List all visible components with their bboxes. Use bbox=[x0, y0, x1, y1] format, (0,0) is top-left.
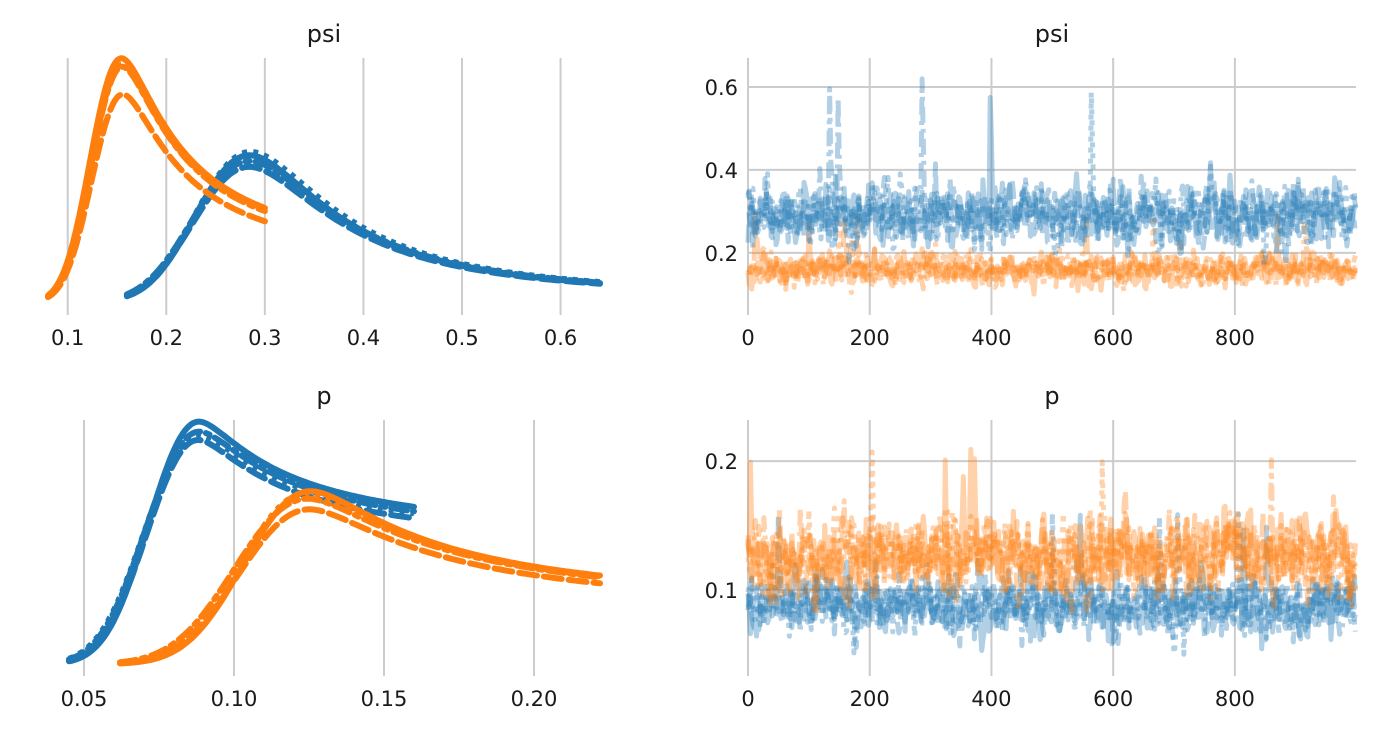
x-tick-label: 0.05 bbox=[61, 687, 108, 711]
x-tick-label: 0.2 bbox=[150, 326, 183, 350]
p-density-x-ticks: 0.05 0.10 0.15 0.20 bbox=[61, 687, 558, 711]
density-curve-p[0]-chain-2 bbox=[67, 432, 415, 662]
x-tick-label: 0.10 bbox=[211, 687, 258, 711]
trace-line-p[1]-chain-0 bbox=[745, 446, 1357, 614]
density-curve-p[0]-chain-1 bbox=[66, 437, 417, 664]
psi-trace-lines bbox=[745, 76, 1358, 297]
trace-line-p[0]-chain-1 bbox=[745, 512, 1358, 650]
psi-trace-title: psi bbox=[1035, 20, 1069, 48]
x-tick-label: 200 bbox=[850, 326, 890, 350]
trace-line-psi[1]-chain-1 bbox=[745, 209, 1358, 292]
y-tick-label: 0.2 bbox=[705, 242, 738, 266]
trace-line-psi[1]-chain-0 bbox=[745, 220, 1358, 297]
y-tick-label: 0.4 bbox=[705, 159, 738, 183]
x-tick-label: 0.20 bbox=[511, 687, 558, 711]
trace-line-p[0]-chain-3 bbox=[745, 562, 1358, 649]
psi-density-panel: psi 0.1 0.2 0.3 0.4 0.5 0.6 bbox=[45, 20, 603, 350]
density-curve-p[1]-chain-3 bbox=[117, 495, 603, 666]
x-tick-label: 400 bbox=[971, 326, 1011, 350]
trace-line-psi[1]-chain-3 bbox=[746, 215, 1358, 296]
trace-line-p[0]-chain-0 bbox=[745, 527, 1358, 653]
psi-density-x-ticks: 0.1 0.2 0.3 0.4 0.5 0.6 bbox=[51, 326, 577, 350]
trace-line-p[1]-chain-2 bbox=[745, 449, 1358, 617]
x-tick-label: 600 bbox=[1093, 326, 1133, 350]
p-trace-ticks: 0 200 400 600 800 0.1 0.2 bbox=[705, 450, 1255, 711]
y-tick-label: 0.6 bbox=[705, 76, 738, 100]
x-tick-label: 0 bbox=[741, 687, 754, 711]
psi-density-curves bbox=[45, 55, 603, 301]
p-density-title: p bbox=[316, 382, 331, 410]
x-tick-label: 0.6 bbox=[544, 326, 577, 350]
psi-density-title: psi bbox=[307, 20, 341, 48]
x-tick-label: 0.4 bbox=[347, 326, 380, 350]
p-trace-title: p bbox=[1044, 382, 1059, 410]
trace-line-psi[0]-chain-2 bbox=[745, 90, 1358, 268]
density-curve-psi[1]-chain-0 bbox=[45, 55, 268, 299]
trace-line-psi[0]-chain-1 bbox=[745, 161, 1358, 268]
trace-line-p[1]-chain-1 bbox=[745, 488, 1358, 616]
density-curve-psi[0]-chain-3 bbox=[123, 157, 603, 298]
trace-line-psi[0]-chain-0 bbox=[745, 95, 1358, 259]
density-curve-p[0]-chain-3 bbox=[66, 428, 417, 663]
x-tick-label: 200 bbox=[850, 687, 890, 711]
density-curve-p[1]-chain-2 bbox=[119, 489, 601, 667]
density-curve-psi[1]-chain-3 bbox=[45, 63, 268, 300]
trace-line-p[1]-chain-3 bbox=[745, 457, 1358, 615]
x-tick-label: 0.5 bbox=[445, 326, 478, 350]
density-curve-psi[1]-chain-2 bbox=[46, 61, 266, 300]
p-density-grid bbox=[83, 420, 535, 676]
x-tick-label: 800 bbox=[1215, 326, 1255, 350]
psi-trace-grid bbox=[747, 58, 1356, 315]
x-tick-label: 800 bbox=[1215, 687, 1255, 711]
x-tick-label: 0 bbox=[741, 326, 754, 350]
trace-line-p[0]-chain-2 bbox=[745, 511, 1358, 657]
p-trace-lines bbox=[745, 446, 1358, 657]
psi-trace-panel: psi 0 200 400 600 800 0.2 0.4 0.6 bbox=[705, 20, 1358, 350]
p-trace-grid bbox=[747, 420, 1356, 676]
x-tick-label: 400 bbox=[971, 687, 1011, 711]
x-tick-label: 0.15 bbox=[361, 687, 408, 711]
psi-trace-ticks: 0 200 400 600 800 0.2 0.4 0.6 bbox=[705, 76, 1255, 350]
p-density-curves bbox=[66, 418, 603, 667]
p-density-panel: p 0.05 0.10 0.15 0.20 bbox=[61, 382, 603, 711]
trace-line-psi[0]-chain-3 bbox=[745, 76, 1358, 265]
x-tick-label: 0.1 bbox=[51, 326, 84, 350]
x-tick-label: 600 bbox=[1093, 687, 1133, 711]
y-tick-label: 0.2 bbox=[705, 450, 738, 474]
p-trace-panel: p 0 200 400 600 800 0.1 0.2 bbox=[705, 382, 1358, 711]
y-tick-label: 0.1 bbox=[705, 579, 738, 603]
trace-line-psi[1]-chain-2 bbox=[745, 213, 1358, 294]
x-tick-label: 0.3 bbox=[248, 326, 281, 350]
